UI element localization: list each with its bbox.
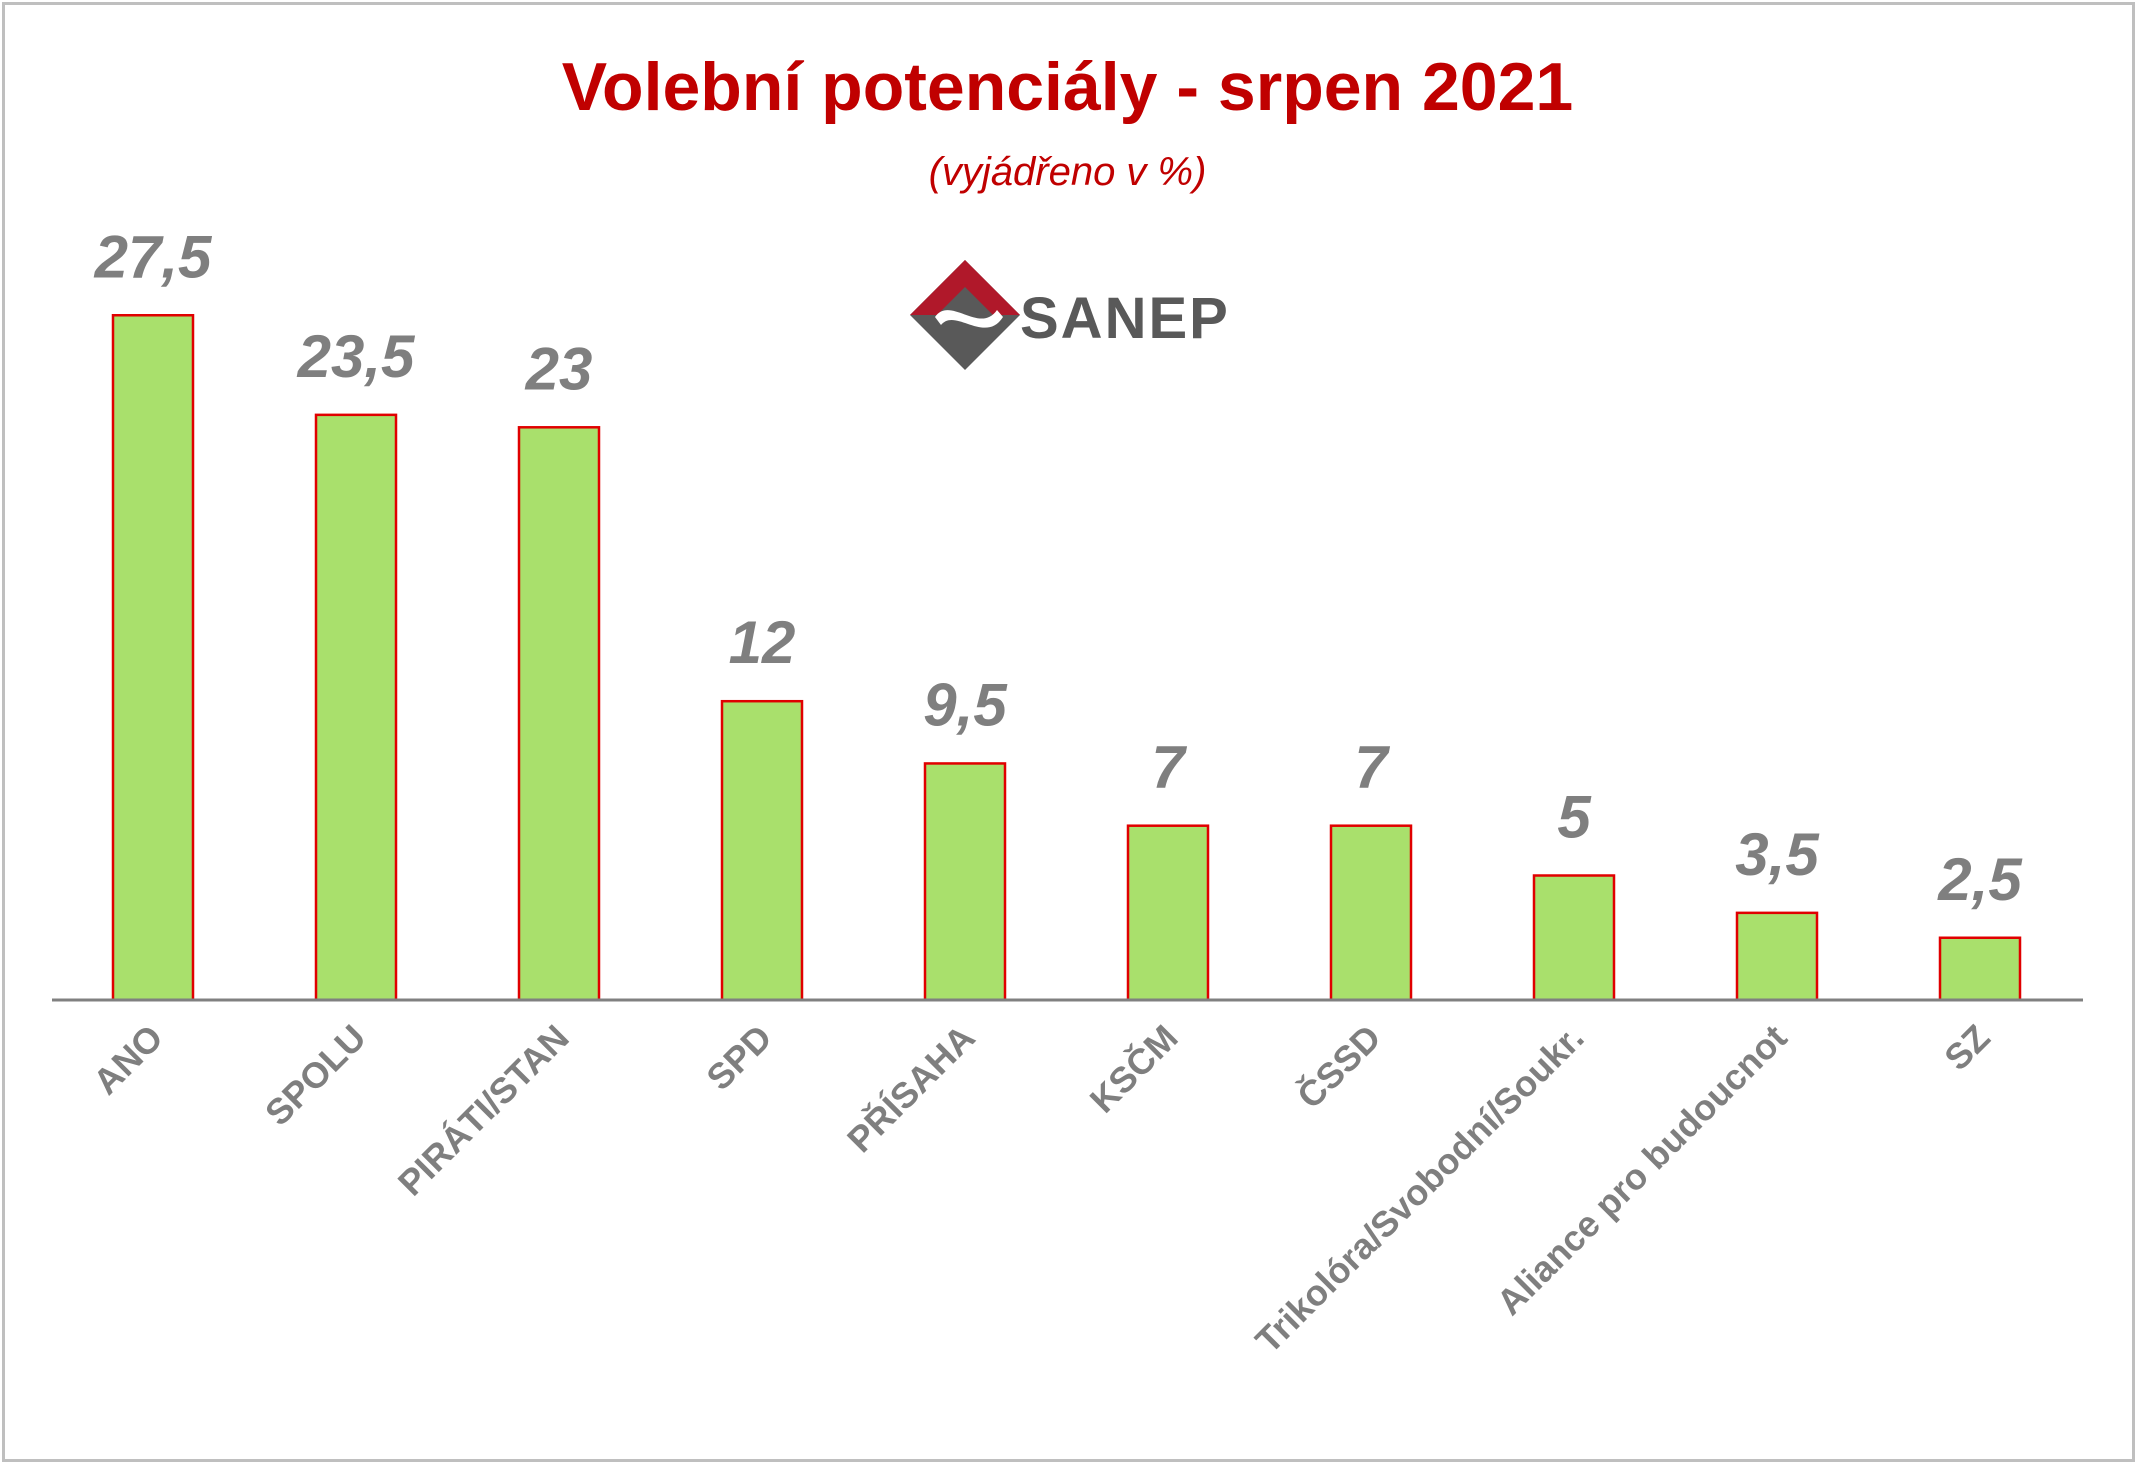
x-tick-label: PIRÁTI/STAN (390, 1017, 577, 1204)
data-label: 27,5 (94, 223, 213, 290)
chart-subtitle: (vyjádřeno v %) (928, 150, 1207, 194)
x-tick-label: SPOLU (257, 1017, 374, 1134)
data-label: 23 (525, 335, 593, 402)
chart-title: Volební potenciály - srpen 2021 (561, 49, 1574, 125)
bar (720, 699, 804, 1002)
data-label: 5 (1557, 784, 1592, 851)
data-label: 9,5 (923, 671, 1008, 738)
bar (923, 762, 1007, 1002)
x-tick-label: PŘÍSAHA (838, 1016, 982, 1160)
x-tick-label: ANO (85, 1017, 171, 1103)
bar (314, 413, 398, 1002)
x-tick-label: Trikolóra/Svobodní/Soukr. (1247, 1017, 1591, 1361)
x-tick-label: ČSSD (1288, 1016, 1388, 1116)
data-label: 7 (1354, 734, 1390, 801)
x-tick-label: SZ (1936, 1017, 1998, 1079)
bar (1532, 874, 1616, 1002)
data-label: 12 (729, 609, 796, 676)
bar (1126, 824, 1210, 1002)
data-label: 23,5 (297, 323, 416, 390)
bar (517, 426, 601, 1002)
data-label: 2,5 (1937, 846, 2023, 913)
bar (111, 314, 195, 1002)
sanep-logo-icon (910, 260, 1020, 370)
x-tick-label: SPD (698, 1017, 779, 1098)
bar (1735, 911, 1819, 1002)
x-tick-label: KSČM (1081, 1016, 1186, 1121)
sanep-logo-text: SANEP (1020, 286, 1230, 351)
data-label: 7 (1151, 734, 1187, 801)
bar (1938, 936, 2022, 1002)
bar (1329, 824, 1413, 1002)
data-label: 3,5 (1735, 821, 1820, 888)
